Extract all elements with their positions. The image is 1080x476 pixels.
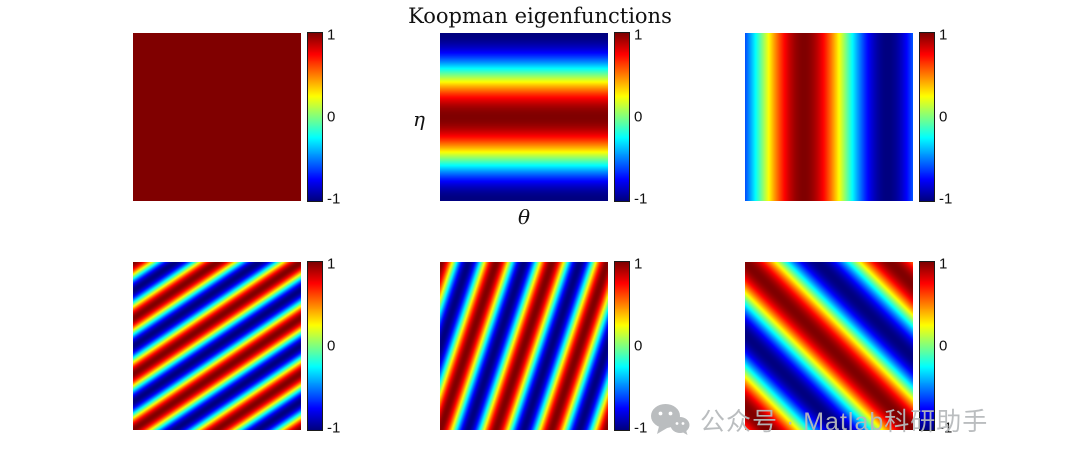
x-axis-label: θ	[517, 205, 531, 229]
subplot-eigenfunction-5: 1 0 -1	[440, 256, 685, 437]
colorbar-tick-mid: 0	[939, 108, 948, 126]
colorbar-gradient-4	[307, 261, 323, 431]
heatmap-canvas-5	[440, 262, 608, 430]
colorbar-tick-max: 1	[327, 255, 336, 273]
colorbar-tick-mid: 0	[327, 108, 336, 126]
subplot-eigenfunction-1: 1 0 -1	[133, 27, 378, 208]
colorbar-gradient-5	[614, 261, 630, 431]
heatmap-canvas-3	[745, 33, 913, 201]
watermark-text: 公众号 · Matlab科研助手	[700, 408, 989, 436]
colorbar-tick-min: -1	[327, 419, 341, 437]
colorbar-tick-max: 1	[939, 255, 948, 273]
y-axis-label: η	[413, 107, 425, 131]
colorbar-tick-max: 1	[939, 26, 948, 44]
colorbar-gradient-2	[614, 32, 630, 202]
colorbar-tick-mid: 0	[634, 108, 643, 126]
wechat-icon	[650, 403, 690, 437]
colorbar-tick-mid: 0	[634, 337, 643, 355]
subplot-eigenfunction-4: 1 0 -1	[133, 256, 378, 437]
colorbar-tick-mid: 0	[939, 337, 948, 355]
colorbar-tick-min: -1	[634, 190, 648, 208]
colorbar-tick-max: 1	[634, 26, 643, 44]
heatmap-canvas-4	[133, 262, 301, 430]
colorbar-gradient-1	[307, 32, 323, 202]
subplot-eigenfunction-6: 1 0 -1	[745, 256, 990, 437]
colorbar-tick-min: -1	[939, 190, 953, 208]
watermark: 公众号 · Matlab科研助手	[650, 402, 988, 438]
heatmap-canvas-1	[133, 33, 301, 201]
colorbar-tick-min: -1	[634, 419, 648, 437]
colorbar-tick-min: -1	[939, 419, 953, 437]
colorbar-tick-mid: 0	[327, 337, 336, 355]
subplot-eigenfunction-2: 1 0 -1 η θ	[413, 27, 685, 230]
colorbar-tick-max: 1	[634, 255, 643, 273]
colorbar-tick-min: -1	[327, 190, 341, 208]
colorbar-gradient-3	[919, 32, 935, 202]
heatmap-canvas-2	[440, 33, 608, 201]
figure-title: Koopman eigenfunctions	[408, 4, 672, 28]
heatmap-canvas-6	[745, 262, 913, 430]
subplot-eigenfunction-3: 1 0 -1	[745, 27, 990, 208]
colorbar-tick-max: 1	[327, 26, 336, 44]
colorbar-gradient-6	[919, 261, 935, 431]
